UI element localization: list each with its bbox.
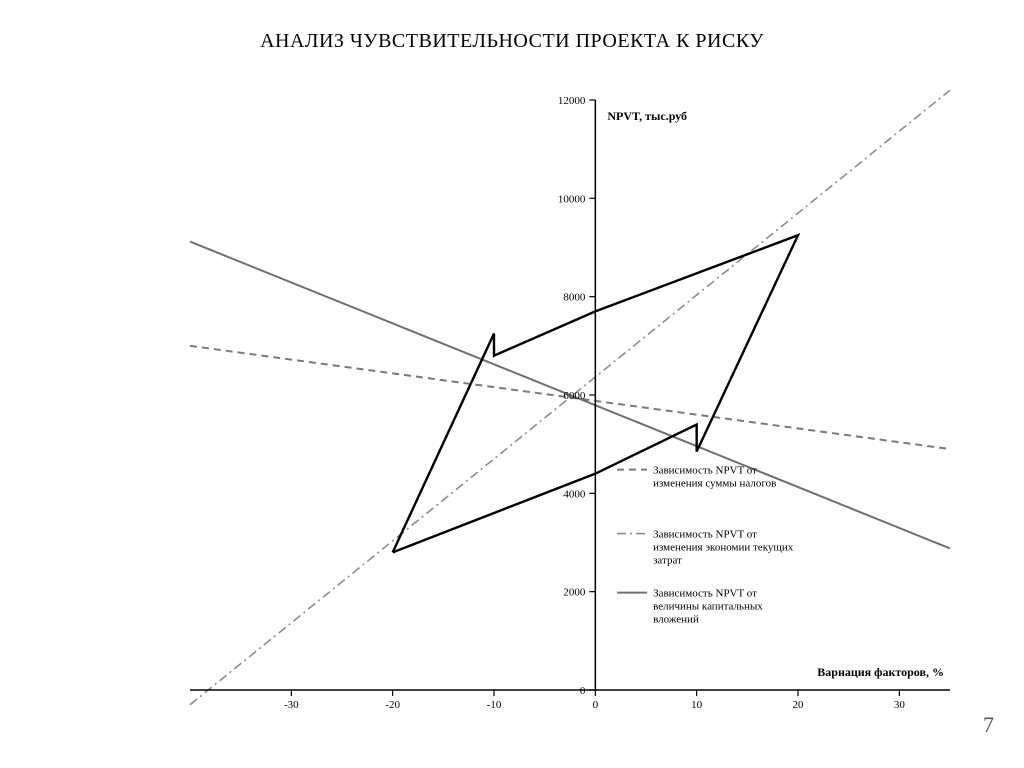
page-number: 7 bbox=[983, 712, 994, 738]
svg-text:вложений: вложений bbox=[653, 614, 699, 626]
svg-text:затрат: затрат bbox=[653, 555, 682, 567]
svg-text:изменения экономии текущих: изменения экономии текущих bbox=[653, 542, 794, 554]
svg-text:изменения суммы налогов: изменения суммы налогов bbox=[653, 478, 776, 490]
svg-text:30: 30 bbox=[894, 699, 906, 711]
svg-text:8000: 8000 bbox=[563, 292, 586, 304]
svg-text:Зависимость NPVT от: Зависимость NPVT от bbox=[653, 465, 757, 477]
svg-text:Зависимость NPVT от: Зависимость NPVT от bbox=[653, 529, 757, 541]
svg-text:Варнация факторов, %: Варнация факторов, % bbox=[817, 665, 944, 679]
svg-text:0: 0 bbox=[593, 699, 599, 711]
svg-text:-10: -10 bbox=[487, 699, 502, 711]
svg-text:-30: -30 bbox=[284, 699, 299, 711]
svg-text:12000: 12000 bbox=[558, 95, 586, 107]
svg-text:величины капитальных: величины капитальных bbox=[653, 601, 763, 613]
sensitivity-chart: 0 2000 4000 6000 8000 10000 12000 -30 -20 -10 0 10 2… bbox=[170, 90, 960, 720]
svg-text:4000: 4000 bbox=[563, 488, 586, 500]
svg-text:10: 10 bbox=[691, 699, 703, 711]
svg-text:-20: -20 bbox=[385, 699, 400, 711]
svg-text:20: 20 bbox=[793, 699, 805, 711]
svg-text:NPVT, тыс.руб: NPVT, тыс.руб bbox=[607, 109, 687, 123]
svg-text:0: 0 bbox=[580, 685, 586, 697]
svg-text:2000: 2000 bbox=[563, 587, 586, 599]
svg-text:Зависимость NPVT от: Зависимость NPVT от bbox=[653, 588, 757, 600]
page-title: АНАЛИЗ ЧУВСТВИТЕЛЬНОСТИ ПРОЕКТА К РИСКУ bbox=[0, 30, 1024, 53]
svg-text:10000: 10000 bbox=[558, 193, 586, 205]
svg-text:6000: 6000 bbox=[563, 390, 586, 402]
